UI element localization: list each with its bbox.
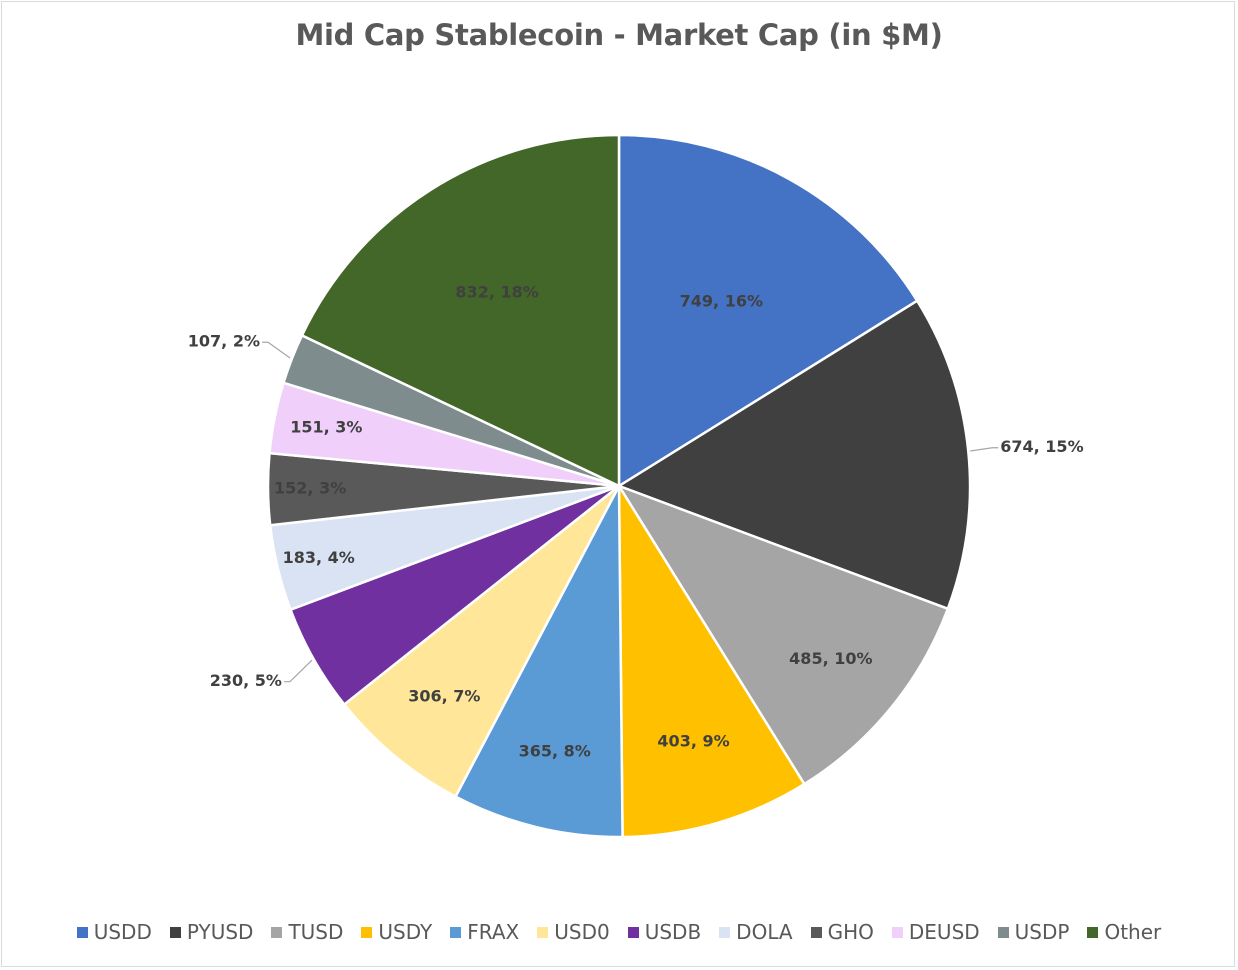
- legend-swatch-deusd: [891, 926, 903, 938]
- data-label-tusd: 485, 10%: [789, 649, 872, 668]
- legend-swatch-usd0: [537, 926, 549, 938]
- legend-label-gho: GHO: [827, 920, 874, 944]
- data-label-deusd: 151, 3%: [290, 417, 362, 436]
- data-label-usdd: 749, 16%: [680, 291, 763, 310]
- legend-swatch-usdd: [76, 926, 88, 938]
- legend-label-dola: DOLA: [736, 920, 793, 944]
- chart-title: Mid Cap Stablecoin - Market Cap (in $M): [295, 18, 943, 52]
- legend-label-usdb: USDB: [644, 920, 702, 944]
- legend-label-deusd: DEUSD: [908, 920, 980, 944]
- legend-label-usdy: USDY: [378, 920, 433, 944]
- legend-label-usd0: USD0: [554, 920, 610, 944]
- legend-item-usdd: USDD: [76, 920, 152, 944]
- data-label-usdp: 107, 2%: [188, 332, 260, 351]
- data-label-usd0: 306, 7%: [408, 686, 480, 705]
- legend-label-frax: FRAX: [467, 920, 520, 944]
- chart-legend: USDD PYUSD TUSD USDY FRAX USD0 USDB DOLA GHO DEUS…: [0, 920, 1238, 944]
- data-label-dola: 183, 4%: [283, 548, 355, 567]
- legend-label-tusd: TUSD: [288, 920, 344, 944]
- data-label-other: 832, 18%: [455, 283, 538, 302]
- legend-swatch-frax: [450, 926, 462, 938]
- legend-label-pyusd: PYUSD: [186, 920, 254, 944]
- legend-item-usd0: USD0: [537, 920, 610, 944]
- legend-label-usdp: USDP: [1014, 920, 1070, 944]
- legend-item-usdy: USDY: [361, 920, 432, 944]
- legend-item-deusd: DEUSD: [891, 920, 980, 944]
- legend-swatch-usdb: [627, 926, 639, 938]
- pie-slice-tusd: [616, 483, 950, 786]
- leader-line-pyusd: [970, 447, 999, 452]
- legend-swatch-usdy: [361, 926, 373, 938]
- legend-item-frax: FRAX: [450, 920, 519, 944]
- legend-item-dola: DOLA: [719, 920, 793, 944]
- data-label-gho: 152, 3%: [274, 478, 346, 497]
- legend-item-pyusd: PYUSD: [169, 920, 254, 944]
- leader-line-usdp: [262, 341, 291, 359]
- legend-label-other: Other: [1104, 920, 1162, 944]
- data-label-frax: 365, 8%: [519, 742, 591, 761]
- legend-swatch-tusd: [271, 926, 283, 938]
- pie-slice-usd0: [342, 485, 621, 799]
- pie-slice-pyusd: [616, 299, 972, 611]
- legend-item-tusd: TUSD: [271, 920, 343, 944]
- leader-line-usdb: [283, 659, 313, 683]
- legend-item-usdp: USDP: [997, 920, 1070, 944]
- legend-swatch-dola: [719, 926, 731, 938]
- legend-item-usdb: USDB: [627, 920, 702, 944]
- legend-swatch-other: [1087, 926, 1099, 938]
- legend-item-gho: GHO: [810, 920, 874, 944]
- legend-swatch-pyusd: [169, 926, 181, 938]
- pie-slice-usdy: [617, 481, 807, 839]
- legend-swatch-gho: [810, 926, 822, 938]
- data-label-pyusd: 674, 15%: [1000, 437, 1083, 456]
- pie-slice-frax: [453, 485, 624, 839]
- pie-slice-other: [300, 133, 621, 488]
- pie-slice-usdd: [617, 133, 919, 489]
- data-label-usdb: 230, 5%: [210, 671, 282, 690]
- legend-label-usdd: USDD: [93, 920, 152, 944]
- data-label-usdy: 403, 9%: [657, 732, 729, 751]
- legend-swatch-usdp: [997, 926, 1009, 938]
- legend-item-other: Other: [1087, 920, 1161, 944]
